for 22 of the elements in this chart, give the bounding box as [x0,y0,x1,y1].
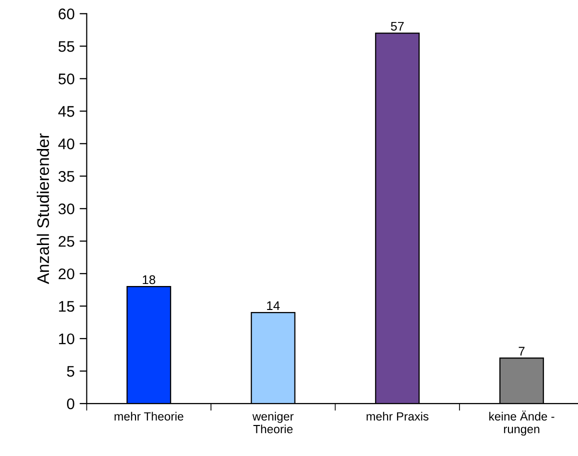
data-label: 57 [390,22,404,31]
x-tick-label: weniger Theorie [252,412,294,434]
y-tick-label: 35 [58,171,74,182]
data-label: 7 [518,346,524,356]
y-tick-label: 20 [58,268,74,280]
y-tick-label: 55 [58,41,74,52]
data-label: 18 [142,275,156,284]
y-axis-title: Anzahl Studierender [36,133,50,284]
y-tick-label: 40 [58,138,74,150]
y-tick-label: 10 [59,333,74,344]
y-tick-label: 25 [58,236,74,247]
y-tick-label: 30 [58,203,74,214]
y-tick-label: 0 [66,398,74,410]
data-label: 14 [267,301,280,310]
y-tick-label: 5 [67,366,74,377]
y-tick-label: 15 [59,301,74,312]
y-tick-label: 45 [58,106,74,117]
x-tick-label: mehr Theorie [114,412,184,421]
x-tick-label: mehr Praxis [366,412,428,421]
y-tick-label: 50 [58,74,74,84]
x-tick-label: keine Ände - rungen [489,410,554,436]
y-tick-label: 60 [58,8,74,20]
